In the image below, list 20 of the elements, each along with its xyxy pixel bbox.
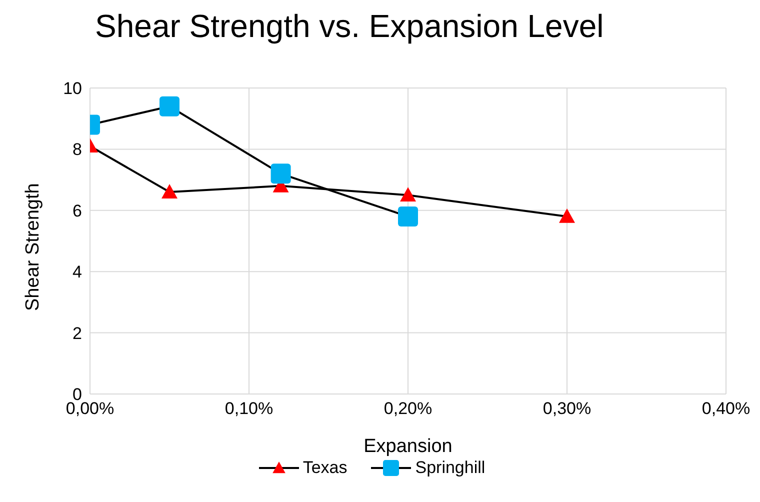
y-tick-label: 4 [72, 262, 82, 282]
point [270, 164, 291, 184]
x-axis-title: Expansion [364, 436, 452, 457]
x-tick-label: 0,10% [224, 399, 274, 418]
legend-label: Texas [302, 458, 348, 478]
y-tick-label: 8 [72, 140, 82, 160]
point [162, 184, 178, 198]
point [398, 206, 418, 227]
point [559, 208, 575, 223]
y-axis-title: Shear Strength [22, 183, 44, 311]
x-tick-label: 0,20% [384, 399, 432, 418]
y-tick-label: 6 [72, 201, 82, 220]
x-tick-label: 0,30% [542, 399, 592, 418]
x-tick-label: 0,40% [702, 399, 750, 418]
y-tick-label: 2 [72, 324, 82, 343]
legend-label: Springhill [415, 458, 486, 478]
chart-title: Shear Strength vs. Expansion Level [95, 8, 605, 46]
y-tick-label: 10 [63, 79, 82, 98]
point [400, 187, 416, 202]
point [160, 96, 180, 116]
